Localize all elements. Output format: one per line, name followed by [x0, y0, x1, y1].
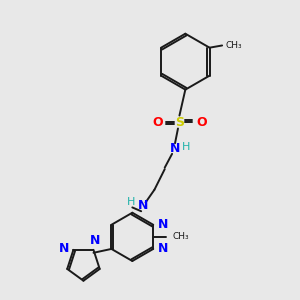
Text: O: O — [196, 116, 206, 128]
Text: CH₃: CH₃ — [172, 232, 189, 242]
Text: N: N — [90, 234, 100, 247]
Text: N: N — [137, 200, 148, 212]
Text: H: H — [127, 196, 136, 206]
Text: CH₃: CH₃ — [225, 41, 242, 50]
Text: N: N — [158, 242, 168, 255]
Text: O: O — [152, 116, 163, 128]
Text: S: S — [175, 116, 184, 128]
Text: H: H — [182, 142, 190, 152]
Text: N: N — [170, 142, 180, 155]
Text: N: N — [158, 218, 168, 231]
Text: N: N — [58, 242, 69, 255]
